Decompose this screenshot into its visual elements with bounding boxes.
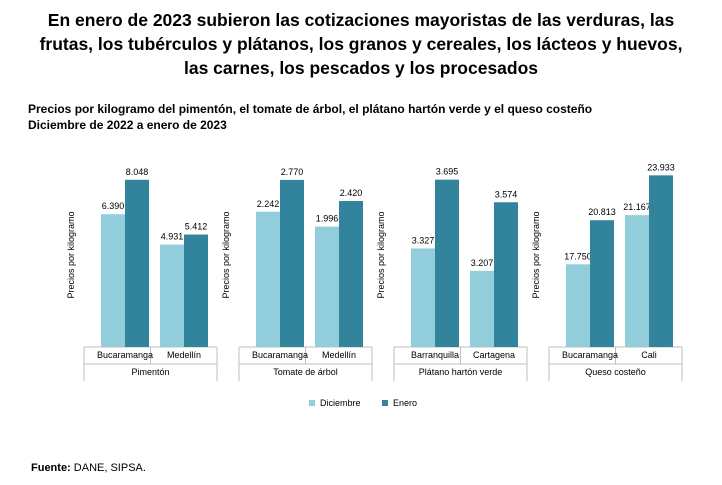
- pimenton-data-label-diciembre-0: 6.390: [102, 201, 125, 211]
- legend-label-enero: Enero: [393, 398, 417, 408]
- tomate-bar-enero-0: [280, 179, 304, 347]
- legend-swatch-diciembre: [309, 400, 315, 406]
- queso-data-label-diciembre-0: 17.750: [564, 251, 592, 261]
- pimenton-bar-enero-1: [184, 234, 208, 347]
- queso-bar-diciembre-0: [566, 264, 590, 347]
- pimenton-bar-diciembre-0: [101, 214, 125, 347]
- queso-data-label-diciembre-1: 21.167: [623, 202, 651, 212]
- platano-data-label-enero-1: 3.574: [495, 189, 518, 199]
- platano-bar-diciembre-0: [411, 248, 435, 347]
- platano-bar-diciembre-1: [470, 270, 494, 347]
- subtitle-line-1: Precios por kilogramo del pimentón, el t…: [28, 102, 593, 116]
- headline-line-1: En enero de 2023 subieron las cotizacion…: [47, 10, 675, 30]
- headline-line-2: frutas, los tubérculos y plátanos, los g…: [39, 34, 683, 54]
- headline-line-3: las carnes, los pescados y los procesado…: [183, 58, 539, 78]
- tomate-bar-enero-1: [339, 201, 363, 347]
- pimenton-data-label-diciembre-1: 4.931: [161, 232, 184, 242]
- tomate-data-label-enero-1: 2.420: [340, 188, 363, 198]
- queso-bar-enero-0: [590, 220, 614, 347]
- queso-bar-diciembre-1: [625, 215, 649, 347]
- queso-product-label: Queso costeño: [585, 367, 646, 377]
- tomate-y-axis-label: Precios por kilogramo: [221, 211, 231, 298]
- pimenton-data-label-enero-1: 5.412: [185, 222, 208, 232]
- tomate-bar-diciembre-1: [315, 226, 339, 347]
- tomate-bar-diciembre-0: [256, 211, 280, 347]
- platano-data-label-diciembre-0: 3.327: [412, 235, 435, 245]
- platano-bar-enero-0: [435, 179, 459, 347]
- platano-category-label-0: Barranquilla: [411, 350, 459, 360]
- pimenton-y-axis-label: Precios por kilogramo: [66, 211, 76, 298]
- tomate-category-label-0: Bucaramanga: [252, 350, 308, 360]
- queso-category-label-0: Bucaramanga: [562, 350, 618, 360]
- legend-label-diciembre: Diciembre: [320, 398, 361, 408]
- headline: En enero de 2023 subieron las cotizacion…: [0, 8, 722, 80]
- subtitle-line-2: Diciembre de 2022 a enero de 2023: [28, 118, 227, 132]
- platano-y-axis-label: Precios por kilogramo: [376, 211, 386, 298]
- tomate-category-label-1: Medellín: [322, 350, 356, 360]
- chart-subtitle: Precios por kilogramo del pimentón, el t…: [28, 101, 708, 133]
- tomate-data-label-diciembre-1: 1.996: [316, 214, 339, 224]
- queso-data-label-enero-0: 20.813: [588, 207, 616, 217]
- pimenton-bar-diciembre-1: [160, 244, 184, 347]
- tomate-product-label: Tomate de árbol: [273, 367, 338, 377]
- pimenton-category-label-1: Medellín: [167, 350, 201, 360]
- platano-data-label-enero-0: 3.695: [436, 167, 459, 177]
- source-text: DANE, SIPSA.: [73, 462, 146, 474]
- platano-data-label-diciembre-1: 3.207: [471, 258, 494, 268]
- source-label: Fuente:: [31, 462, 71, 474]
- tomate-data-label-enero-0: 2.770: [281, 167, 304, 177]
- platano-category-label-1: Cartagena: [473, 350, 515, 360]
- platano-product-label: Plátano hartón verde: [419, 367, 503, 377]
- pimenton-data-label-enero-0: 8.048: [126, 167, 149, 177]
- queso-y-axis-label: Precios por kilogramo: [531, 211, 541, 298]
- tomate-data-label-diciembre-0: 2.242: [257, 199, 280, 209]
- platano-bar-enero-1: [494, 202, 518, 347]
- pimenton-product-label: Pimentón: [131, 367, 169, 377]
- source-note: Fuente: DANE, SIPSA.: [31, 462, 146, 474]
- queso-data-label-enero-1: 23.933: [647, 162, 675, 172]
- queso-category-label-1: Cali: [641, 350, 657, 360]
- pimenton-category-label-0: Bucaramanga: [97, 350, 153, 360]
- pimenton-bar-enero-0: [125, 179, 149, 347]
- queso-bar-enero-1: [649, 175, 673, 347]
- legend-swatch-enero: [382, 400, 388, 406]
